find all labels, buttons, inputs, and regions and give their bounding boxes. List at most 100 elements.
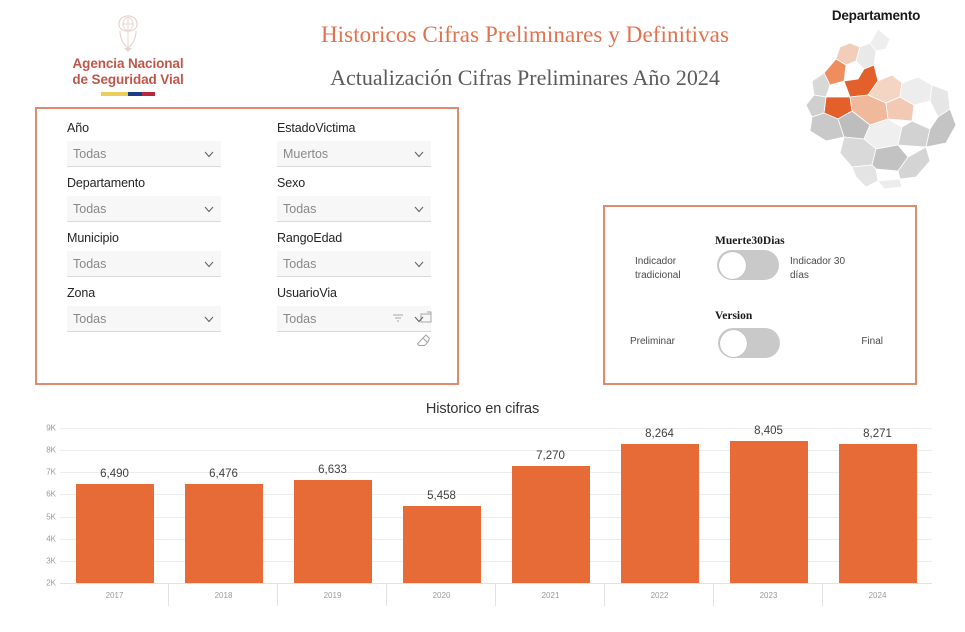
colombia-map-icon[interactable] [790,25,962,190]
y-axis-tick-label: 6K [46,489,56,499]
filter-label: Municipio [67,231,119,245]
chevron-down-icon[interactable] [413,203,425,215]
toggle-right-label: Indicador 30 días [790,256,846,281]
department-map-panel[interactable]: Departamento [790,8,962,196]
bar-slot[interactable]: 7,270 [496,428,605,583]
filter-value: Todas [283,311,317,326]
bar-slot[interactable]: 8,264 [605,428,714,583]
chevron-down-icon[interactable] [413,313,425,325]
y-axis-tick-label: 9K [46,423,56,433]
page-subtitle: Actualización Cifras Preliminares Año 20… [330,65,720,90]
toggle-right-label: Final [861,336,883,347]
chevron-down-icon[interactable] [203,203,215,215]
bar-value-label: 8,271 [863,428,892,441]
bar-slot[interactable]: 5,458 [387,428,496,583]
focus-mode-icon[interactable] [419,311,433,325]
filter-sexo-select[interactable]: Todas [277,196,431,222]
bar-value-label: 6,490 [100,467,129,480]
logo-line-2: de Seguridad Vial [72,71,184,87]
chevron-down-icon[interactable] [203,148,215,160]
filter-rangoedad[interactable]: RangoEdad Todas [277,231,431,277]
map-title: Departamento [831,8,921,23]
filter-value: Todas [283,201,317,216]
eraser-icon[interactable] [416,333,431,348]
gridline [60,494,932,496]
filter-label: EstadoVictima [277,121,356,135]
filter-departamento-select[interactable]: Todas [67,196,221,222]
filter-row: Año Todas EstadoVictima Muertos [67,121,431,167]
filter-value: Todas [73,201,107,216]
filter-row: Departamento Todas Sexo Todas [67,176,431,222]
filter-panel: Año Todas EstadoVictima Muertos [35,107,459,385]
filter-zona[interactable]: Zona Todas [67,286,221,332]
filter-icon[interactable] [391,311,405,325]
bar[interactable] [402,506,481,583]
gridline [60,560,932,562]
chart-bars: 6,490 6,476 6,633 5,458 7,270 8,264 8,405 8,271 [60,425,932,583]
gridline [60,472,932,474]
toggle-left-label: Indicador tradicional [635,256,681,281]
filter-sexo[interactable]: Sexo Todas [277,176,431,222]
bar[interactable] [838,444,917,583]
x-axis-tick-label: 2023 [714,584,823,608]
bar[interactable] [729,441,808,583]
y-axis-tick-label: 3K [46,556,56,566]
filter-ano[interactable]: Año Todas [67,121,221,167]
y-axis-tick-label: 5K [46,512,56,522]
x-axis-tick-label: 2021 [496,584,605,608]
bar[interactable] [620,444,699,583]
toggle-knob [719,329,747,357]
filter-row: Zona Todas UsuarioVia Todas [67,286,431,332]
y-axis-tick-label: 4K [46,534,56,544]
x-axis-tick-label: 2017 [60,584,169,608]
historico-bar-chart[interactable]: 9K 8K 7K 6K 5K 4K 3K 2K 6,490 6,476 6,633 5,458 7,2… [32,424,932,606]
bar-value-label: 6,633 [318,464,347,477]
gridline [60,428,932,429]
chevron-down-icon[interactable] [203,258,215,270]
y-axis-tick-label: 2K [46,578,56,588]
bar-slot[interactable]: 8,405 [714,425,823,583]
bar-slot[interactable]: 6,476 [169,428,278,583]
toggle-switch-muerte30dias[interactable] [717,250,779,280]
bar-value-label: 7,270 [536,450,565,463]
filter-ano-select[interactable]: Todas [67,141,221,167]
filter-estadovictima[interactable]: EstadoVictima Muertos [277,121,431,167]
toggle-left-label: Preliminar [630,336,676,347]
x-axis-tick-label: 2022 [605,584,714,608]
bar-value-label: 5,458 [427,490,456,503]
filter-label: RangoEdad [277,231,343,245]
filter-usuariovia[interactable]: UsuarioVia Todas [277,286,431,332]
chevron-down-icon[interactable] [413,148,425,160]
filter-value: Muertos [283,146,329,161]
bar[interactable] [75,483,154,583]
bar[interactable] [293,480,372,583]
toggle-switch-version[interactable] [718,328,780,358]
x-axis-tick-label: 2020 [387,584,496,608]
toggle-knob [718,251,746,279]
chart-x-axis: 2017 2018 2019 2020 2021 2022 2023 2024 [60,583,932,608]
filter-departamento[interactable]: Departamento Todas [67,176,221,222]
filter-grid: Año Todas EstadoVictima Muertos [67,121,433,346]
bar-slot[interactable]: 6,633 [278,428,387,583]
filter-rangoedad-select[interactable]: Todas [277,251,431,277]
bar[interactable] [511,466,590,583]
chevron-down-icon[interactable] [203,313,215,325]
bar-slot[interactable]: 6,490 [60,428,169,583]
filter-estadovictima-select[interactable]: Muertos [277,141,431,167]
y-axis-tick-label: 8K [46,445,56,455]
filter-label: UsuarioVia [277,286,337,300]
x-axis-tick-label: 2018 [169,584,278,608]
gridline [60,450,932,452]
filter-municipio-select[interactable]: Todas [67,251,221,277]
filter-municipio[interactable]: Municipio Todas [67,231,221,277]
filter-label: Sexo [277,176,306,190]
toggle-panel: Muerte30Dias Indicador tradicional Indic… [603,205,917,385]
bar-slot[interactable]: 8,271 [823,428,932,583]
agency-logo: Agencia Nacional de Seguridad Vial [62,14,194,97]
bar[interactable] [184,483,263,583]
filter-zona-select[interactable]: Todas [67,306,221,332]
filter-value: Todas [73,256,107,271]
filter-value: Todas [73,311,107,326]
filter-usuariovia-select[interactable]: Todas [277,306,431,332]
chevron-down-icon[interactable] [413,258,425,270]
